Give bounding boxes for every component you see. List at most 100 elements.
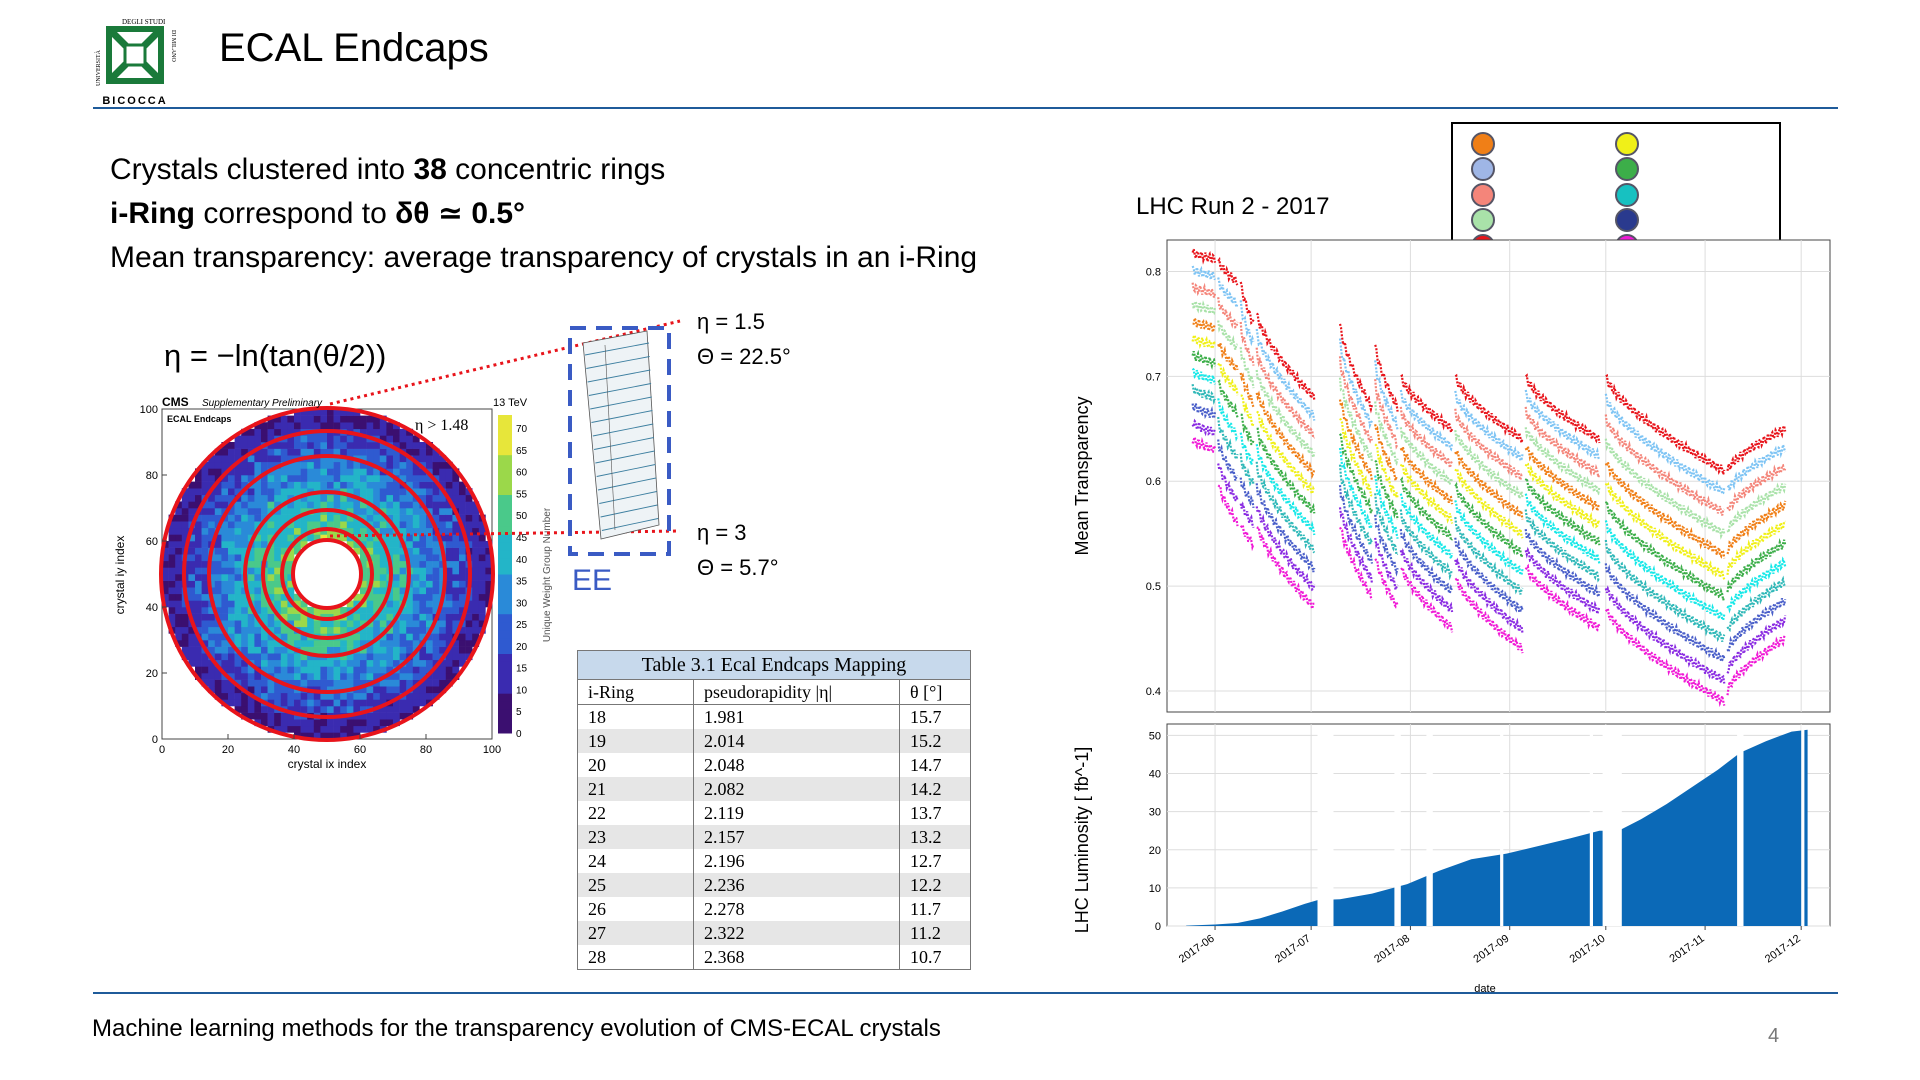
- cms-x-tick-label: 60: [354, 744, 366, 756]
- transparency-series-line: [1399, 406, 1454, 468]
- transparency-series-line: [1338, 507, 1374, 584]
- transparency-series-line: [1339, 526, 1373, 601]
- table-cell: 13.2: [899, 825, 971, 849]
- cms-y-tick-label: 80: [146, 470, 158, 482]
- transparency-series-line: [1239, 522, 1255, 552]
- table-cell: 21: [577, 777, 694, 801]
- transparency-series-line: [1524, 427, 1601, 496]
- transparency-series-line: [1454, 390, 1524, 463]
- table-cell: 28: [577, 945, 694, 970]
- eta-formula: η = −ln(tan(θ/2)): [164, 338, 387, 373]
- transparency-series-line: [1524, 563, 1601, 632]
- date-tick-label: 2017-07: [1273, 933, 1313, 966]
- transparency-series-line: [1217, 398, 1239, 442]
- eta-bottom-label: η = 3: [697, 520, 747, 545]
- transparency-series-line: [1524, 528, 1601, 601]
- transparency-series-line: [1374, 493, 1399, 557]
- transparency-series-line: [1192, 314, 1217, 335]
- date-tick-label: 2017-12: [1763, 933, 1803, 966]
- colorbar: 0 5 10 15 20 25 30 35 40 45 50 55 60 65 70: [498, 415, 528, 740]
- table-cell: 2.196: [693, 849, 900, 873]
- table-cell: 24: [577, 849, 694, 873]
- table-cell: 26: [577, 897, 694, 921]
- cms-x-tick-label: 40: [288, 744, 300, 756]
- table-cell: 2.322: [693, 921, 900, 945]
- transparency-series-line: [1374, 344, 1399, 412]
- cms-x-tick-label: 20: [222, 744, 234, 756]
- transparency-series-line: [1239, 321, 1255, 366]
- table-row: 28 2.368 10.7: [577, 945, 971, 970]
- transparency-series-line: [1524, 389, 1601, 461]
- transparency-series-line: [1726, 500, 1787, 555]
- transparency-series-line: [1524, 462, 1601, 529]
- footer-rule: [93, 992, 1838, 994]
- transparency-series-line: [1255, 390, 1316, 480]
- luminosity-y-tick-label: 40: [1149, 769, 1161, 781]
- transparency-series-line: [1191, 265, 1216, 282]
- table-row: 25 2.236 12.2: [577, 873, 971, 897]
- table-cell: 2.014: [693, 729, 900, 753]
- transparency-series-line: [1191, 248, 1217, 265]
- transparency-series-line: [1400, 373, 1454, 437]
- transparency-series-line: [1239, 501, 1255, 529]
- transparency-series-line: [1454, 429, 1524, 503]
- table-cell: 2.048: [693, 753, 900, 777]
- colorbar-tick-label: 15: [516, 664, 528, 675]
- table-cell: 18: [577, 704, 694, 729]
- luminosity-y-tick-label: 50: [1149, 730, 1161, 742]
- colorbar-tick-label: 60: [516, 468, 528, 479]
- luminosity-y-tick-label: 20: [1149, 845, 1161, 857]
- transparency-series-line: [1524, 493, 1601, 565]
- transparency-series-line: [1726, 634, 1787, 696]
- transparency-series-line: [1524, 406, 1601, 478]
- colorbar-tick-label: 65: [516, 446, 528, 457]
- date-tick-label: 2017-08: [1372, 933, 1412, 966]
- transparency-series-line: [1339, 433, 1374, 514]
- cms-eta-cut: η > 1.48: [415, 417, 468, 434]
- cms-ylabel: crystal iy index: [113, 536, 127, 615]
- table-row: 27 2.322 11.2: [577, 921, 971, 945]
- transparency-series-line: [1217, 484, 1239, 527]
- transparency-series-line: [1454, 373, 1524, 444]
- transparency-series-line: [1399, 389, 1454, 452]
- transparency-series-line: [1400, 565, 1454, 633]
- logo-side-text: UNIVERSITÀ: [94, 49, 102, 86]
- transparency-series-line: [1338, 377, 1374, 462]
- transparency-series-line: [1374, 360, 1399, 430]
- transparency-series-line: [1338, 323, 1374, 414]
- slide-title: ECAL Endcaps: [219, 26, 489, 70]
- cms-y-tick-label: 60: [146, 536, 158, 548]
- header-rule: [93, 107, 1838, 109]
- table-cell: 19: [577, 729, 694, 753]
- table-header-cell: i-Ring: [577, 679, 694, 705]
- table-cell: 11.2: [899, 921, 971, 945]
- transparency-series-line: [1726, 556, 1787, 614]
- ecal-mapping-table: Table 3.1 Ecal Endcaps Mapping i-Ring ps…: [577, 650, 971, 970]
- transparency-series-line: [1239, 432, 1255, 465]
- transparency-series-line: [1454, 446, 1524, 520]
- table-cell: 12.2: [899, 873, 971, 897]
- transparency-series-line: [1454, 576, 1524, 654]
- colorbar-tick-label: 50: [516, 511, 528, 522]
- legend-marker: [1615, 183, 1639, 207]
- legend-marker: [1471, 183, 1495, 207]
- table-cell: 2.157: [693, 825, 900, 849]
- colorbar-tick-label: 25: [516, 620, 528, 631]
- luminosity-gap: [1394, 725, 1401, 926]
- transparency-series-line: [1217, 256, 1239, 286]
- table-cell: 1.981: [693, 704, 900, 729]
- transparency-series-line: [1726, 518, 1786, 576]
- transparency-series-line: [1255, 461, 1316, 554]
- luminosity-area: [1186, 729, 1808, 926]
- luminosity-gap: [1500, 725, 1504, 926]
- transparency-series-line: [1338, 485, 1374, 566]
- table-cell: 25: [577, 873, 694, 897]
- transparency-series-line: [1217, 297, 1239, 329]
- transparency-series-line: [1726, 422, 1787, 472]
- transparency-series-line: [1338, 464, 1373, 549]
- transparency-series-line: [1255, 483, 1316, 573]
- cms-label: CMS: [162, 395, 189, 409]
- date-tick-label: 2017-10: [1568, 933, 1608, 966]
- luminosity-y-tick-label: 0: [1155, 921, 1161, 933]
- transparency-series-line: [1726, 463, 1787, 512]
